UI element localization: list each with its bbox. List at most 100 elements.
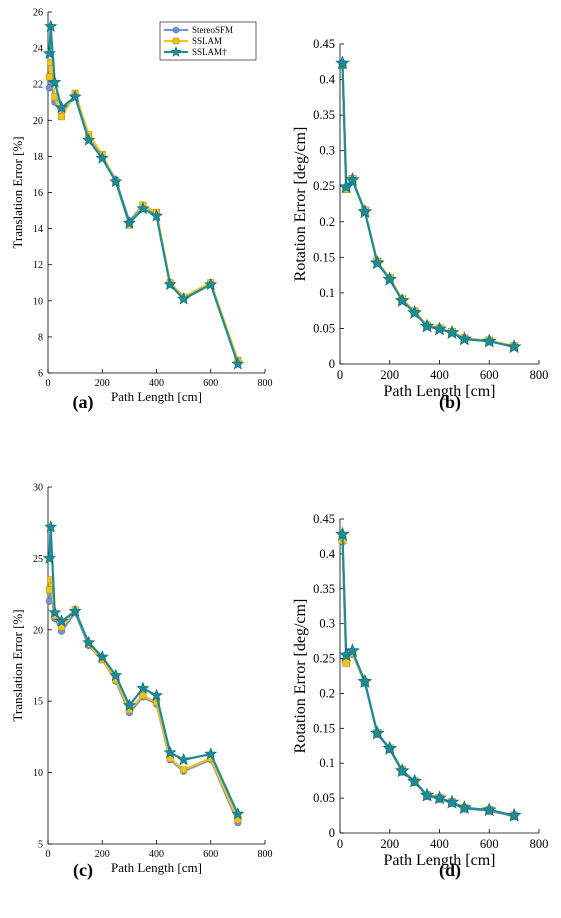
legend-item: SSLAM	[164, 36, 222, 46]
data-point	[150, 688, 163, 702]
legend-label: SSLAM†	[192, 47, 227, 57]
caption-d: (d)	[439, 860, 461, 880]
data-point	[506, 339, 522, 354]
series-line	[341, 65, 515, 348]
data-point	[457, 331, 472, 346]
data-point	[163, 277, 177, 291]
x-tick-label: 200	[380, 368, 399, 382]
data-point	[48, 605, 62, 619]
x-tick-label: 0	[337, 837, 343, 851]
x-tick-label: 0	[46, 849, 51, 860]
legend-label: SSLAM	[192, 36, 222, 46]
y-tick-label: 5	[38, 840, 43, 851]
data-point	[369, 725, 385, 740]
y-tick-label: 0.05	[313, 791, 335, 805]
x-tick-label: 800	[258, 849, 273, 860]
y-axis-label: Translation Error [%]	[10, 609, 25, 721]
chart-panel-c: 0 200 400 600 800 5 10 15 20 25 30 Path Length [cm]…	[10, 483, 273, 876]
data-point	[357, 204, 373, 219]
x-tick-label: 600	[203, 378, 218, 389]
series-line	[341, 64, 515, 348]
data-point	[150, 209, 163, 222]
caption-a: (a)	[72, 392, 94, 412]
data-point	[382, 740, 398, 755]
data-point	[68, 90, 82, 103]
data-point	[481, 333, 497, 348]
series-square	[338, 60, 519, 351]
x-tick-label: 400	[149, 378, 164, 389]
chart-panel-d: 0 200 400 600 800 0 0.05 0.1 0.15 0.2 0.25 0.3 0.35 0…	[292, 512, 548, 869]
caption-b: (b)	[439, 392, 461, 412]
y-tick-label: 10	[33, 296, 43, 307]
data-point	[139, 691, 147, 699]
data-point	[481, 802, 497, 817]
y-tick-label: 6	[38, 369, 43, 380]
y-tick-label: 24	[33, 44, 43, 55]
data-point	[136, 201, 150, 215]
data-point	[394, 763, 410, 778]
data-point	[109, 668, 123, 682]
data-point	[55, 100, 69, 114]
x-tick-label: 800	[530, 368, 549, 382]
y-tick-label: 25	[33, 554, 43, 565]
y-tick-label: 16	[33, 188, 43, 199]
x-axis-label: Path Length [cm]	[384, 852, 496, 869]
y-tick-label: 22	[33, 80, 43, 91]
y-tick-label: 0.2	[319, 686, 335, 700]
data-point	[82, 133, 96, 146]
caption-c: (c)	[73, 860, 93, 880]
data-point	[136, 681, 150, 694]
x-tick-label: 600	[480, 368, 499, 382]
series-star	[335, 526, 522, 822]
x-tick-label: 600	[480, 837, 499, 851]
x-axis-label: Path Length [cm]	[384, 383, 496, 400]
data-point	[48, 75, 62, 88]
series-circle	[45, 75, 242, 366]
y-axis-label: Rotation Error [deg/cm]	[292, 127, 309, 282]
y-tick-label: 0	[329, 826, 335, 840]
y-tick-label: 12	[33, 260, 43, 271]
data-point	[45, 597, 53, 605]
data-point	[109, 174, 123, 188]
y-tick-label: 0.25	[313, 652, 335, 666]
data-point	[231, 807, 245, 820]
y-tick-label: 0	[329, 357, 335, 371]
y-tick-label: 14	[33, 224, 43, 235]
data-point	[122, 216, 136, 229]
y-tick-label: 0.15	[313, 721, 335, 735]
series-circle	[45, 586, 242, 827]
data-point	[231, 357, 245, 370]
data-point	[95, 650, 109, 663]
y-tick-label: 26	[33, 8, 43, 19]
data-point	[394, 292, 410, 307]
legend-item: SSLAM†	[164, 46, 227, 57]
data-point	[506, 807, 522, 822]
y-tick-label: 0.3	[319, 144, 335, 158]
y-tick-label: 15	[33, 697, 43, 708]
y-tick-label: 0.4	[319, 547, 335, 561]
x-tick-label: 800	[258, 378, 273, 389]
x-tick-label: 400	[430, 837, 449, 851]
data-point	[345, 643, 360, 658]
series-line	[48, 525, 239, 815]
y-axis-label: Rotation Error [deg/cm]	[292, 599, 309, 754]
y-tick-label: 0.45	[313, 512, 335, 526]
series-line	[48, 77, 239, 363]
x-tick-label: 200	[380, 837, 399, 851]
series-line	[341, 539, 515, 817]
data-point	[382, 271, 398, 286]
legend-label: StereoSFM	[192, 25, 233, 35]
x-tick-label: 400	[430, 368, 449, 382]
x-axis-label: Path Length [cm]	[111, 860, 202, 875]
x-tick-label: 0	[46, 378, 51, 389]
y-axis-label: Translation Error [%]	[10, 136, 25, 248]
series-star	[42, 520, 245, 820]
chart-panel-b: 0 200 400 600 800 0 0.05 0.1 0.15 0.2 0.25 0.3 0.35 0…	[292, 37, 549, 400]
data-point	[432, 321, 447, 336]
data-point	[45, 586, 53, 594]
data-point	[335, 526, 350, 541]
y-tick-label: 30	[33, 483, 43, 494]
data-point	[357, 673, 373, 688]
